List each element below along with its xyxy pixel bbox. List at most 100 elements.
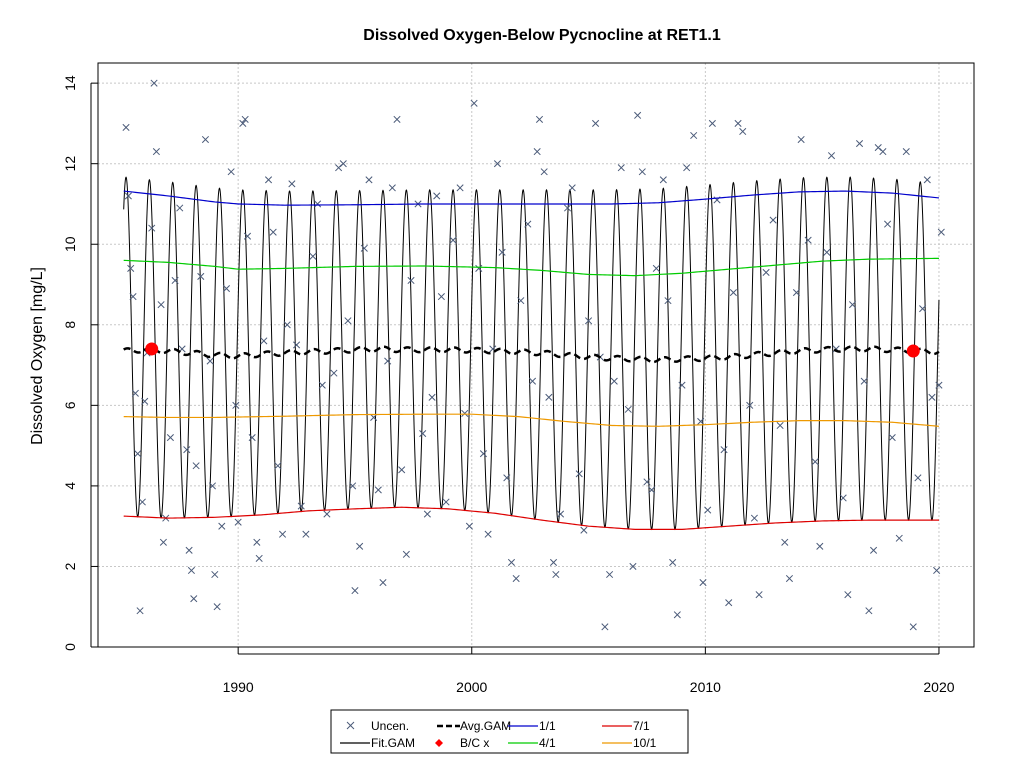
uncen-point — [344, 317, 352, 325]
legend-label: 7/1 — [633, 719, 650, 733]
uncen-point — [166, 434, 174, 442]
uncen-point — [708, 119, 716, 127]
uncen-point — [437, 293, 445, 301]
uncen-point — [136, 607, 144, 615]
x-icon — [346, 721, 355, 730]
uncen-point — [349, 482, 357, 490]
uncen-point — [533, 148, 541, 156]
uncen-point — [699, 579, 707, 587]
uncen-point — [792, 289, 801, 297]
grid-lines — [98, 63, 974, 648]
legend-item: 10/1 — [602, 736, 657, 750]
uncen-point — [248, 434, 256, 442]
legend-item: 1/1 — [508, 719, 556, 733]
y-tick-label: 14 — [62, 75, 78, 91]
uncen-point — [797, 135, 805, 144]
uncen-point — [428, 393, 436, 401]
uncen-point — [129, 293, 137, 301]
uncen-point — [762, 268, 770, 276]
uncen-point — [171, 276, 179, 285]
chart-title: Dissolved Oxygen-Below Pycnocline at RET… — [363, 27, 721, 44]
uncen-point — [461, 409, 469, 417]
uncen-point — [183, 446, 191, 454]
bc-markers — [145, 342, 920, 358]
legend-item: 7/1 — [602, 719, 650, 733]
fit-gam-line-group — [123, 176, 940, 531]
uncen-point — [152, 148, 160, 156]
uncen-point — [423, 510, 431, 518]
uncen-point — [407, 276, 415, 285]
uncen-point — [124, 192, 132, 200]
uncen-point — [190, 595, 198, 603]
uncen-point — [465, 522, 473, 530]
uncen-point — [750, 514, 758, 522]
uncen-point — [157, 301, 165, 309]
legend-label: Uncen. — [371, 719, 409, 733]
uncen-point — [617, 164, 625, 172]
uncen-point — [131, 389, 139, 397]
uncen-point — [302, 530, 310, 538]
uncen-point — [138, 498, 146, 506]
uncen-point — [827, 152, 836, 160]
uncen-point — [704, 506, 712, 514]
uncen-point — [517, 297, 525, 305]
bc-point — [906, 344, 920, 358]
uncen-point — [643, 478, 651, 486]
uncen-point — [563, 204, 572, 212]
legend-label: 10/1 — [633, 736, 657, 750]
quantile-line-4-1 — [123, 257, 939, 277]
uncen-point — [297, 502, 305, 510]
uncen-point — [776, 421, 784, 430]
legend-label: Fit.GAM — [371, 736, 415, 750]
uncen-point — [442, 498, 450, 506]
uncen-point — [243, 232, 252, 240]
y-axis-label: Dissolved Oxygen [mg/L] — [29, 267, 46, 445]
uncen-point — [398, 466, 406, 474]
legend: Uncen. Avg.GAM 1/1 7/1 Fit.GAM B/C x 4/1 10/1 — [330, 709, 689, 754]
uncen-point — [201, 135, 210, 144]
uncen-point — [629, 562, 637, 571]
legend-item: 4/1 — [508, 736, 556, 750]
uncen-point — [255, 554, 263, 562]
legend-item: Fit.GAM — [340, 736, 415, 750]
uncen-point — [556, 510, 565, 518]
x-tick-label: 2010 — [690, 679, 721, 695]
uncen-point — [673, 611, 681, 619]
uncen-point — [148, 224, 156, 232]
uncen-point — [610, 377, 618, 385]
legend-label: 1/1 — [539, 719, 556, 733]
uncen-point — [351, 587, 359, 595]
uncen-point — [914, 474, 922, 482]
uncen-point — [253, 538, 261, 546]
uncen-point — [568, 184, 576, 192]
bc-point — [145, 342, 159, 356]
uncen-point — [134, 450, 142, 458]
y-tick-label: 6 — [62, 401, 78, 409]
uncen-point — [855, 139, 864, 148]
uncen-point — [884, 220, 892, 228]
y-tick-label: 0 — [62, 643, 78, 651]
uncen-point — [218, 522, 226, 530]
uncen-point — [720, 446, 728, 454]
uncen-point — [159, 538, 167, 546]
x-tick-label: 2000 — [456, 679, 487, 695]
uncen-point — [503, 474, 511, 482]
uncen-point — [197, 272, 205, 281]
legend-box — [330, 709, 689, 754]
uncen-point — [769, 216, 777, 224]
avg-gam-line — [123, 345, 940, 364]
uncen-point — [176, 204, 184, 212]
uncen-point — [227, 168, 235, 176]
uncen-point — [493, 160, 502, 168]
uncen-point — [659, 176, 667, 184]
uncen-point — [283, 321, 291, 329]
uncen-point — [356, 542, 364, 550]
uncen-point — [206, 357, 214, 365]
uncen-point — [484, 530, 492, 538]
quantile-line-10-1 — [123, 413, 940, 427]
uncen-point — [580, 526, 588, 534]
uncen-point — [323, 510, 331, 518]
uncen-point — [879, 148, 887, 156]
uncen-point — [933, 566, 941, 575]
